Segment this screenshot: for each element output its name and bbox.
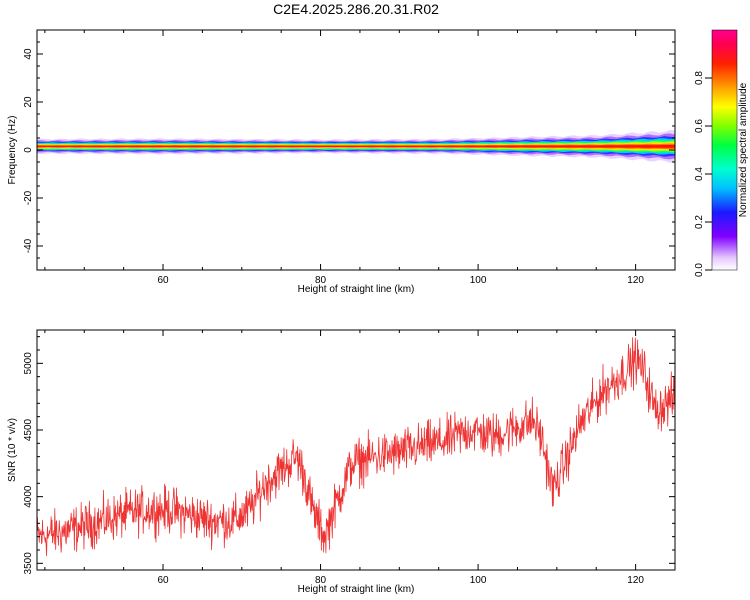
figure-title: C2E4.2025.286.20.31.R02	[273, 1, 439, 17]
spectrogram-xlabel: Height of straight line (km)	[298, 284, 415, 295]
spectrogram-ylabel: Frequency (Hz)	[7, 116, 18, 185]
snr-xlabel: Height of straight line (km)	[298, 584, 415, 595]
colorbar-tick-label: 0.0	[694, 263, 705, 277]
spectrogram-frame	[36, 29, 676, 271]
snr-ytick-label: 4000	[23, 485, 34, 508]
spectrogram-contour-8	[37, 145, 675, 148]
spectrogram-xtick-label: 80	[315, 275, 327, 286]
spectrogram-xtick-label: 100	[470, 275, 487, 286]
snr-panel: 60 80 100 120 5000 4500 4000 3500 Height of str…	[7, 329, 676, 595]
colorbar: 0.0 0.2 0.4 0.6 0.8 Normalized spectral ampl…	[694, 29, 749, 277]
snr-xtick-label: 120	[627, 575, 644, 586]
colorbar-gradient	[711, 29, 738, 271]
snr-frame	[36, 329, 676, 571]
spectrogram-ytick-label: 0	[23, 147, 34, 153]
snr-xtick-label: 80	[315, 575, 327, 586]
colorbar-ticks: 0.0 0.2 0.4 0.6 0.8	[694, 71, 712, 277]
spectrogram-ytick-label: -40	[23, 238, 34, 253]
colorbar-tick-label: 0.2	[694, 215, 705, 229]
snr-ylabel: SNR (10 * v/v)	[7, 418, 18, 482]
snr-ytick-label: 3500	[23, 552, 34, 575]
spectrogram-ytick-label: -20	[23, 190, 34, 205]
colorbar-tick-label: 0.4	[694, 167, 705, 181]
snr-ytick-label: 4500	[23, 418, 34, 441]
spectrogram-panel: 60 80 100 120 40 20 0 -20 -40 Height of straight…	[7, 29, 676, 295]
spectrogram-band	[37, 130, 675, 163]
spectrogram-xtick-label: 120	[627, 275, 644, 286]
spectrogram-ytick-label: 40	[23, 48, 34, 60]
snr-xtick-label: 100	[470, 575, 487, 586]
spectrogram-ticks: 60 80 100 120 40 20 0 -20 -40	[23, 29, 676, 286]
colorbar-tick-label: 0.6	[694, 119, 705, 133]
snr-xtick-label: 60	[157, 575, 169, 586]
snr-ytick-label: 5000	[23, 352, 34, 375]
spectrogram-xtick-label: 60	[157, 275, 169, 286]
spectrogram-ytick-label: 20	[23, 96, 34, 108]
snr-series-line	[37, 337, 675, 557]
colorbar-tick-label: 0.8	[694, 71, 705, 85]
colorbar-label: Normalized spectral amplitude	[738, 82, 749, 217]
